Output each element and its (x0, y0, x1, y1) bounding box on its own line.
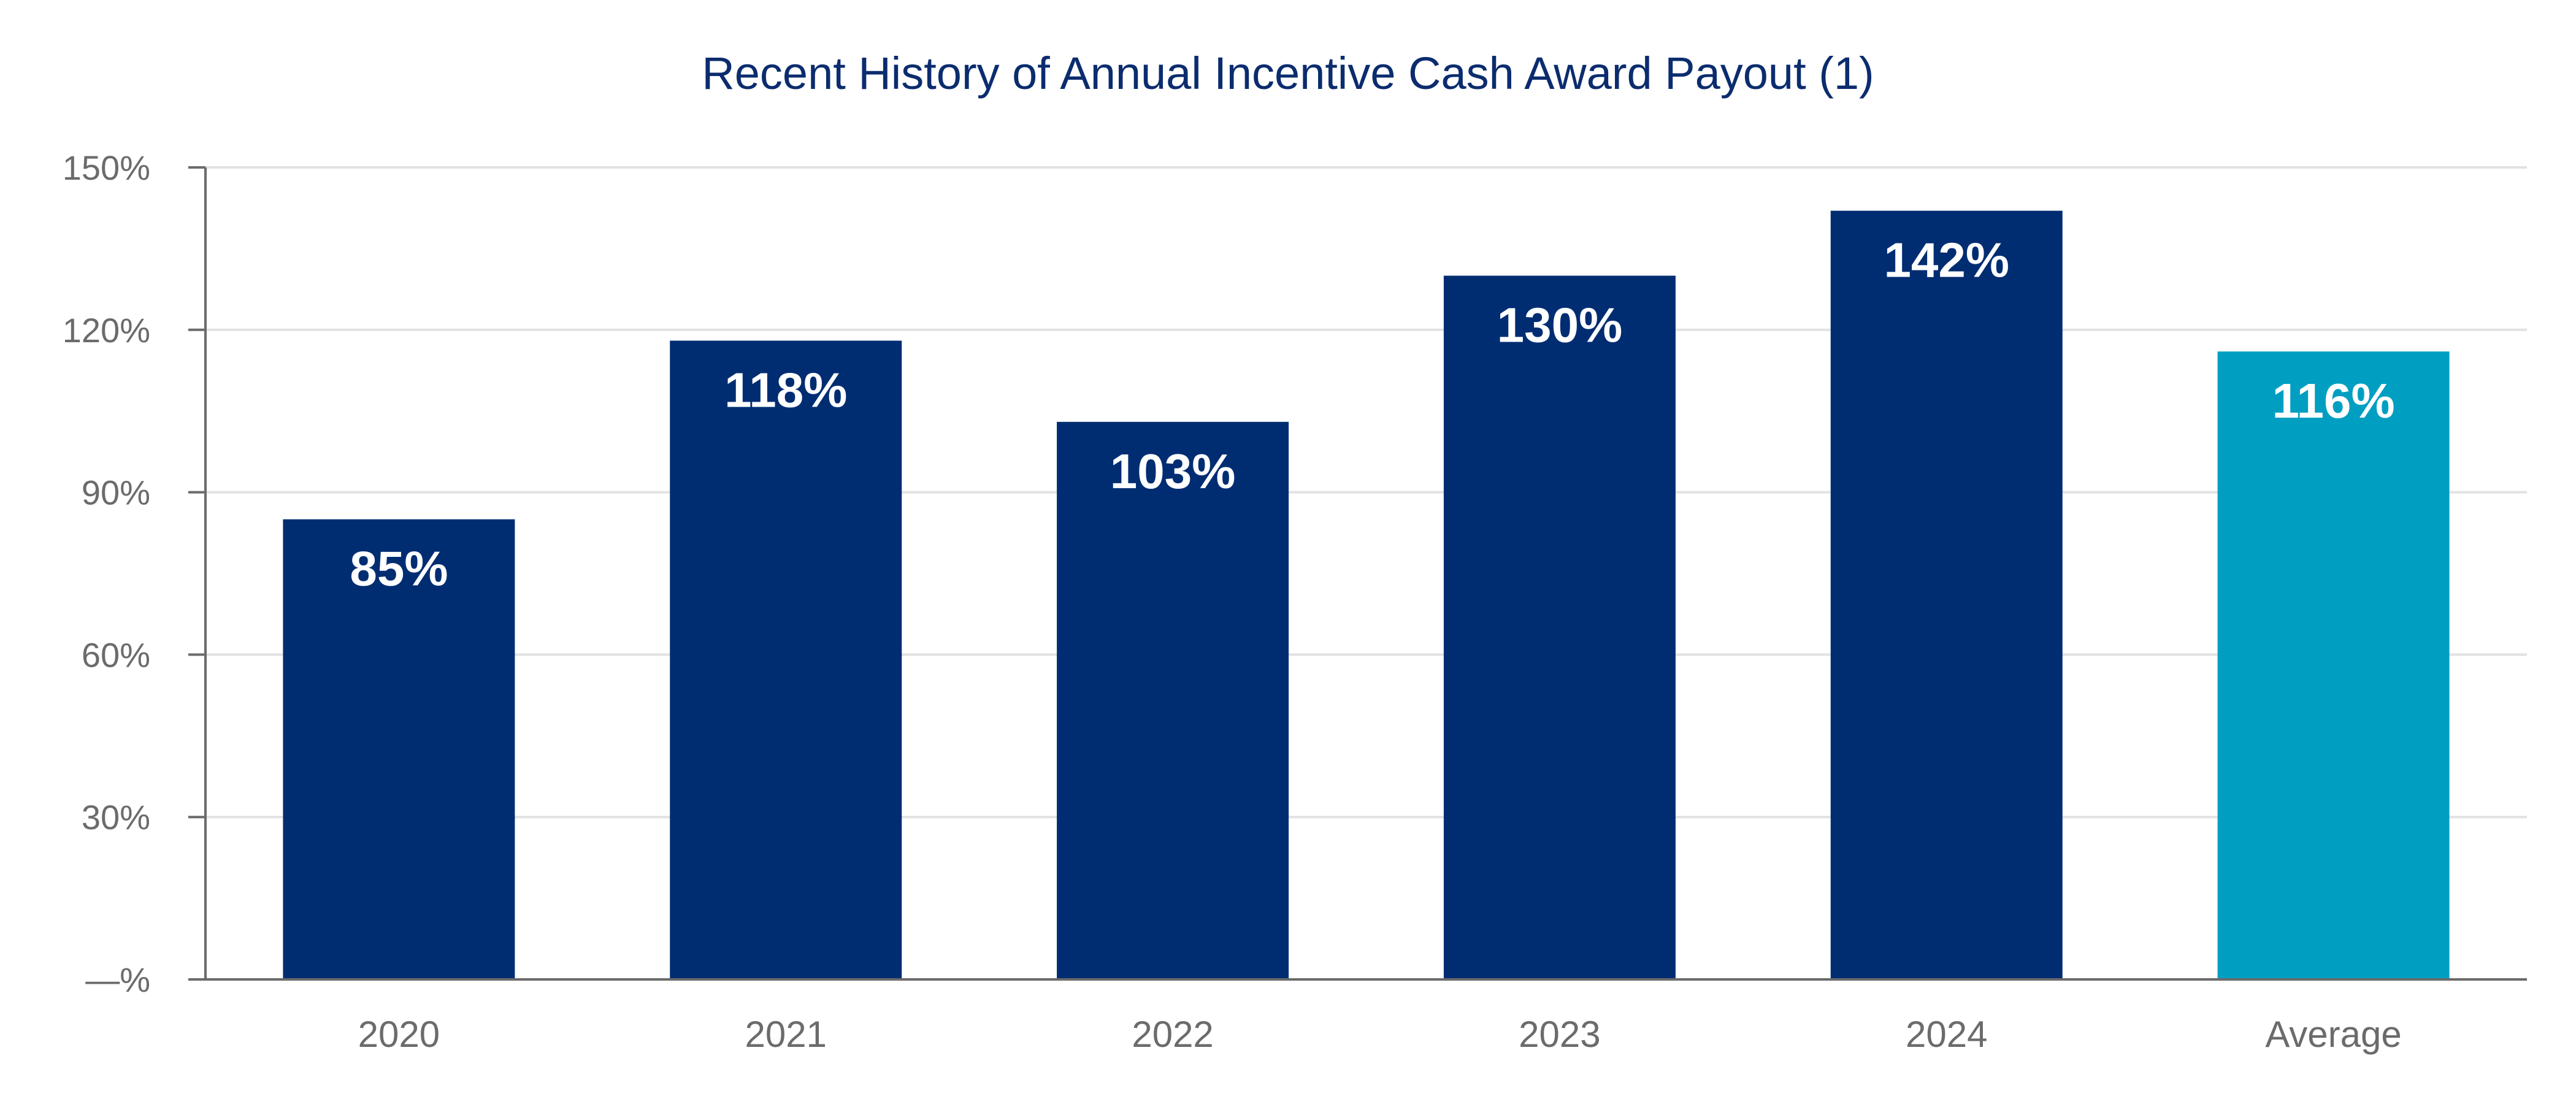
bar-data-label: 130% (1497, 298, 1623, 353)
bar-average (2217, 351, 2450, 979)
y-tick-label: 120% (63, 311, 150, 350)
y-tick-labels: —% 30% 60% 90% 120% 150% (63, 148, 205, 999)
y-tick-label: 60% (82, 635, 150, 674)
y-tick-label: 90% (82, 473, 150, 512)
x-category-label: 2021 (745, 1014, 827, 1055)
x-category-label: 2022 (1132, 1014, 1213, 1055)
bar-2022 (1057, 421, 1289, 979)
x-category-labels: 2020 2021 2022 2023 2024 Average (358, 1014, 2402, 1055)
bar-data-label: 85% (350, 542, 448, 596)
bar-data-label: 142% (1884, 233, 2009, 288)
x-category-label: 2023 (1519, 1014, 1600, 1055)
axes (204, 167, 2527, 981)
gridlines (205, 166, 2527, 819)
y-tick-label: 150% (63, 148, 150, 187)
x-category-label: 2020 (358, 1014, 440, 1055)
y-tick-label: 30% (82, 798, 150, 837)
chart-title: Recent History of Annual Incentive Cash … (702, 48, 1874, 99)
x-category-label: Average (2265, 1014, 2401, 1055)
bar-data-label: 116% (2272, 373, 2394, 428)
bar-data-label: 103% (1110, 444, 1236, 499)
bar-2024 (1830, 210, 2063, 980)
bar-data-label: 118% (724, 362, 847, 417)
bar-2021 (670, 340, 902, 979)
bar-2023 (1443, 275, 1676, 979)
x-category-label: 2024 (1906, 1014, 1987, 1055)
y-tick-label: —% (85, 960, 150, 999)
bar-2020 (283, 519, 515, 979)
bar-data-labels: 85% 118% 103% 130% 142% 116% (350, 233, 2394, 596)
bars (283, 210, 2450, 980)
